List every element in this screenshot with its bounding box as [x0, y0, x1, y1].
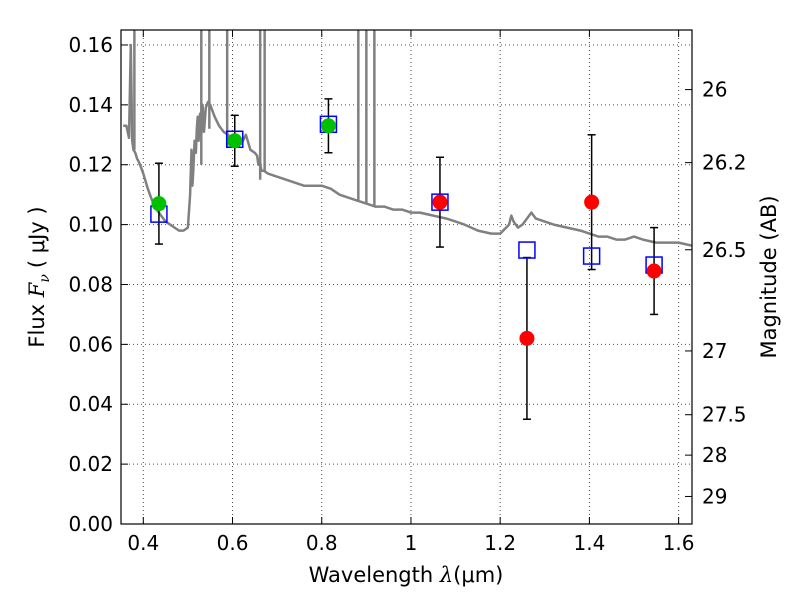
y-tick-label: 0.10: [68, 213, 113, 237]
observed-nir-point: [432, 194, 448, 210]
x-axis-label-lambda: λ: [439, 563, 453, 587]
y-tick-label: 0.12: [68, 153, 113, 177]
y-tick-label: 0.00: [68, 512, 113, 536]
observed-nir-point: [584, 194, 600, 210]
y-tick-label: 0.14: [68, 93, 113, 117]
y-axis-label-prefix: Flux: [25, 297, 49, 347]
y-tick-label: 0.02: [68, 452, 113, 476]
y-axis-label-left: Flux Fν ( μJy ): [25, 206, 53, 347]
observed-optical-point: [227, 133, 243, 149]
y-tick-label: 0.04: [68, 392, 113, 416]
x-axis-label: Wavelength λ(μm): [309, 563, 504, 587]
axis-ticks: 0.4 0.6 0.8 1 1.2 1.4 1.6 0.00 0.02 0.04 0.06 0.08 0…: [68, 30, 747, 555]
x-tick-label: 1: [405, 531, 418, 555]
right-tick-label: 26.5: [702, 238, 747, 262]
right-tick-label: 28: [702, 443, 727, 467]
y-tick-label: 0.08: [68, 272, 113, 296]
y-tick-label: 0.06: [68, 332, 113, 356]
observed-optical-point: [320, 118, 336, 134]
x-tick-label: 1.4: [573, 531, 605, 555]
x-tick-label: 1.2: [484, 531, 516, 555]
model-photometry-square: [582, 247, 601, 265]
data-points: [150, 115, 663, 346]
x-tick-label: 0.6: [217, 531, 249, 555]
right-tick-label: 27.5: [702, 403, 747, 427]
observed-nir-point: [519, 330, 535, 346]
y-tick-label: 0.16: [68, 33, 113, 57]
x-axis-label-unit: (μm): [453, 563, 503, 587]
y-axis-label-nu: ν: [37, 274, 53, 283]
plot-frame: [120, 29, 693, 525]
y-axis-label-right: Magnitude (AB): [757, 195, 781, 358]
x-tick-label: 0.8: [306, 531, 338, 555]
observed-optical-point: [151, 196, 167, 212]
x-tick-label: 1.6: [663, 531, 695, 555]
y-axis-label-F: F: [25, 281, 49, 298]
x-tick-label: 0.4: [127, 531, 159, 555]
y-axis-label-unit: ( μJy ): [25, 206, 49, 268]
model-photometry-square: [518, 241, 536, 259]
right-tick-label: 29: [702, 484, 727, 508]
x-axis-label-prefix: Wavelength: [309, 563, 440, 587]
model-spectrum: [123, 30, 692, 247]
right-tick-label: 27: [702, 339, 727, 363]
right-tick-label: 26: [702, 78, 727, 102]
right-tick-label: 26.2: [702, 151, 747, 175]
model-photometry-square: [431, 193, 449, 211]
observed-nir-point: [646, 263, 662, 279]
